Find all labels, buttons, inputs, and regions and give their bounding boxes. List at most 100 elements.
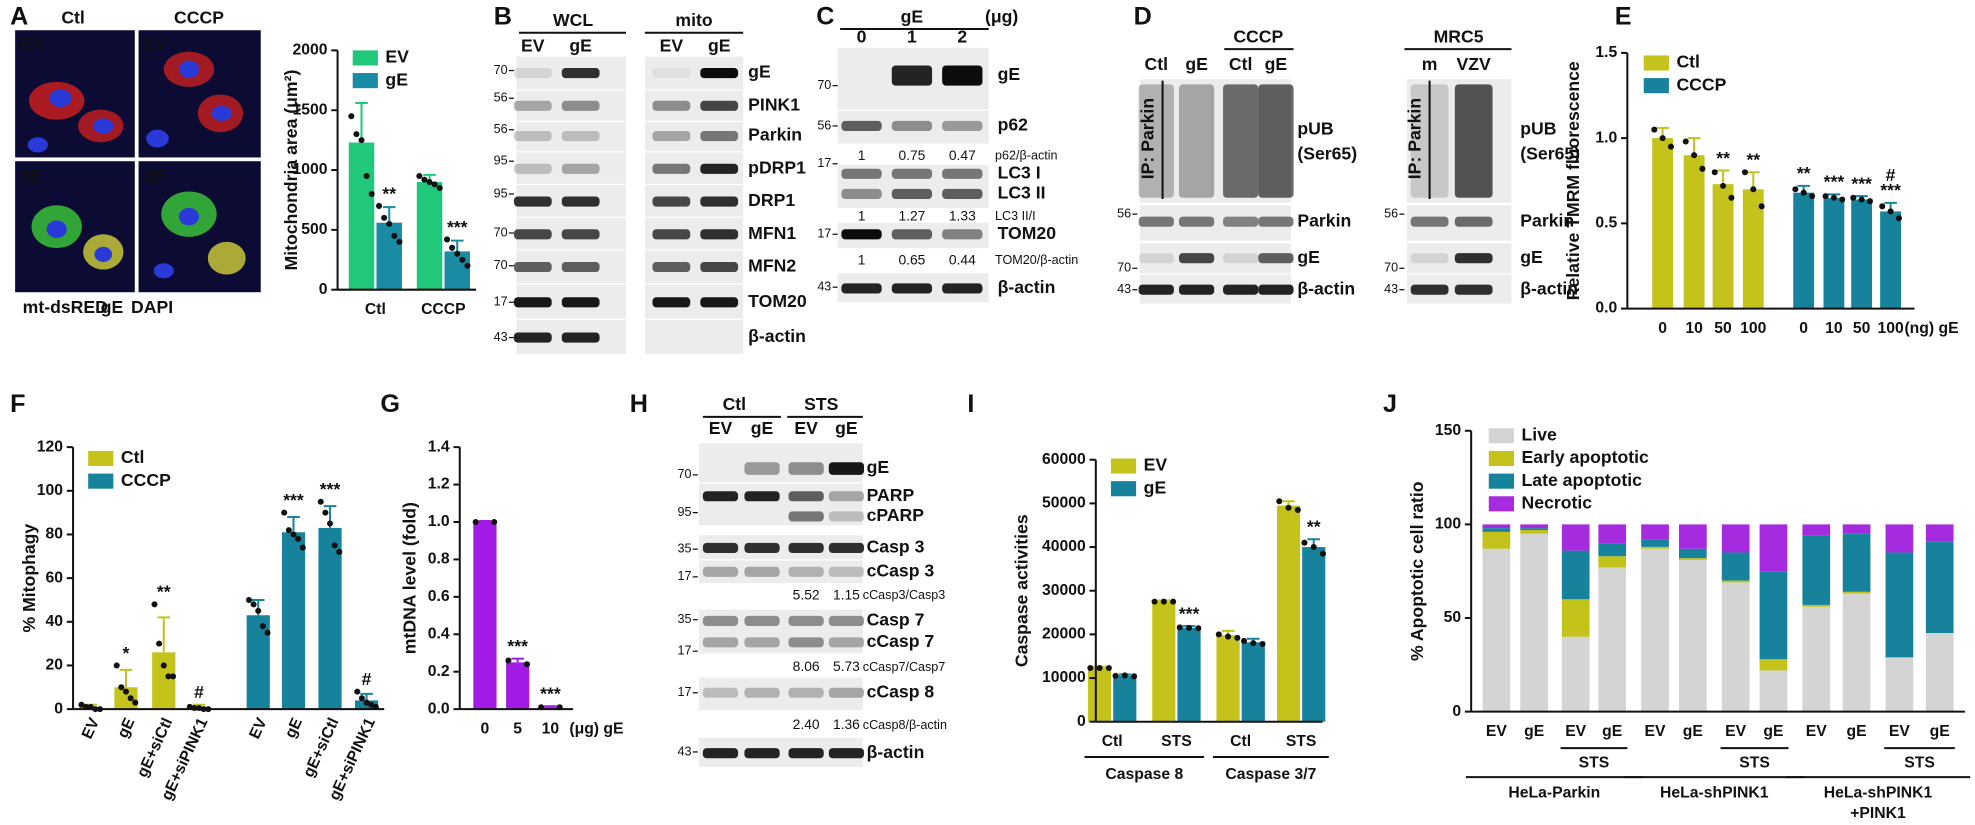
- band: [788, 687, 824, 698]
- legend-label: EV: [1144, 455, 1168, 475]
- data-point: [1728, 194, 1735, 201]
- quantification-label: p62/β-actin: [995, 149, 1057, 163]
- data-point: [1659, 135, 1666, 142]
- y-tick-label: 1000: [292, 161, 327, 178]
- bar-segment: [1482, 524, 1511, 529]
- y-tick-label: 0.6: [428, 588, 450, 605]
- tile-label: EV: [20, 34, 44, 54]
- bar-segment: [1721, 524, 1750, 553]
- bar-segment: [1678, 548, 1707, 559]
- legend-swatch: [1643, 55, 1669, 71]
- column-label: CCCP: [174, 8, 224, 28]
- blot-row-label: gE: [748, 62, 771, 82]
- band: [744, 542, 780, 553]
- size-marker: 70: [494, 225, 508, 239]
- y-tick-label: 1.5: [1595, 44, 1617, 61]
- data-point: [386, 220, 393, 227]
- bar-segment: [1721, 580, 1750, 583]
- blot-row-label: Casp 7: [867, 610, 925, 630]
- bar-segment: [1842, 524, 1871, 534]
- band: [700, 163, 739, 174]
- blot-row-label: TOM20: [998, 223, 1057, 243]
- blot-strip: [699, 677, 863, 711]
- band: [1410, 253, 1449, 264]
- data-point: [396, 238, 403, 245]
- stain-label: DAPI: [131, 297, 173, 317]
- blot-header: mito: [675, 10, 712, 30]
- error-bar: [119, 668, 133, 688]
- x-tick-label: gE+siCtl: [300, 715, 342, 780]
- bar-segment: [1598, 567, 1627, 712]
- band: [744, 748, 780, 759]
- bar-segment: [1482, 548, 1511, 712]
- y-tick-label: 10000: [1042, 669, 1086, 686]
- legend-label: gE: [385, 69, 408, 89]
- band: [1454, 216, 1493, 227]
- bar-segment: [1885, 552, 1914, 658]
- bar-segment: [1925, 524, 1954, 542]
- data-point: [1151, 598, 1158, 605]
- blot-header: Ctl: [723, 394, 747, 414]
- group-label: HeLa-shPINK1: [1824, 785, 1933, 802]
- bar: [1823, 197, 1845, 309]
- data-point: [363, 172, 370, 180]
- bar: [1652, 138, 1674, 309]
- blot-strip: [699, 483, 863, 526]
- x-tick-label: STS: [1286, 733, 1317, 750]
- y-tick-label: 2000: [292, 42, 327, 59]
- nucleus: [211, 105, 232, 121]
- quantification: 1.15: [833, 586, 860, 602]
- band: [652, 100, 691, 111]
- x-tick-label: gE: [282, 715, 306, 740]
- data-point: [1651, 126, 1658, 133]
- bar-segment: [1482, 531, 1511, 549]
- x-tick-label: EV: [1645, 723, 1666, 740]
- panel-label: H: [630, 390, 648, 418]
- band: [652, 196, 691, 207]
- group-label: Caspase 3/7: [1225, 766, 1316, 783]
- data-point: [1822, 193, 1829, 200]
- x-axis-title: (μg) gE: [569, 720, 623, 737]
- x-tick-label: EV: [79, 715, 103, 742]
- quantification: 1.33: [949, 207, 976, 223]
- quantification: 1: [858, 147, 866, 163]
- data-point: [1112, 672, 1119, 679]
- ip-label: IP: Parkin: [1137, 98, 1157, 179]
- bar: [473, 521, 497, 710]
- lane-label: m: [1422, 54, 1438, 74]
- band: [702, 637, 739, 648]
- x-tick-label: EV: [1486, 723, 1507, 740]
- bar-segment: [1520, 530, 1548, 534]
- significance: **: [382, 183, 396, 203]
- error-bar: [1716, 169, 1730, 185]
- data-point: [132, 699, 139, 706]
- size-marker: 43: [1384, 282, 1398, 296]
- nucleus: [49, 89, 72, 108]
- y-tick-label: 40: [45, 613, 63, 630]
- data-point: [426, 178, 433, 186]
- band: [513, 297, 552, 308]
- quantification-label: LC3 II/I: [995, 209, 1036, 223]
- blot-unit: (μg): [985, 6, 1018, 26]
- data-point: [1809, 193, 1816, 200]
- bar: [1683, 155, 1705, 309]
- data-point: [160, 662, 167, 669]
- error-bar: [382, 206, 396, 223]
- data-point: [436, 184, 443, 192]
- data-point: [1682, 138, 1689, 145]
- blot-row-label: Casp 3: [867, 537, 925, 557]
- y-tick-label: 0: [319, 281, 328, 298]
- panel-label: J: [1383, 390, 1397, 418]
- y-tick-label: 0.0: [428, 700, 450, 717]
- band: [788, 462, 824, 475]
- bar: [1302, 547, 1326, 722]
- x-tick-label: 100: [1740, 320, 1767, 337]
- data-point: [1225, 633, 1232, 640]
- y-axis-title: Caspase activities: [1011, 514, 1031, 667]
- band: [1258, 253, 1294, 264]
- data-point: [368, 190, 375, 197]
- tile-label: gE: [20, 165, 43, 185]
- band: [744, 687, 780, 698]
- bar-segment: [1678, 559, 1707, 712]
- data-point: [381, 214, 388, 221]
